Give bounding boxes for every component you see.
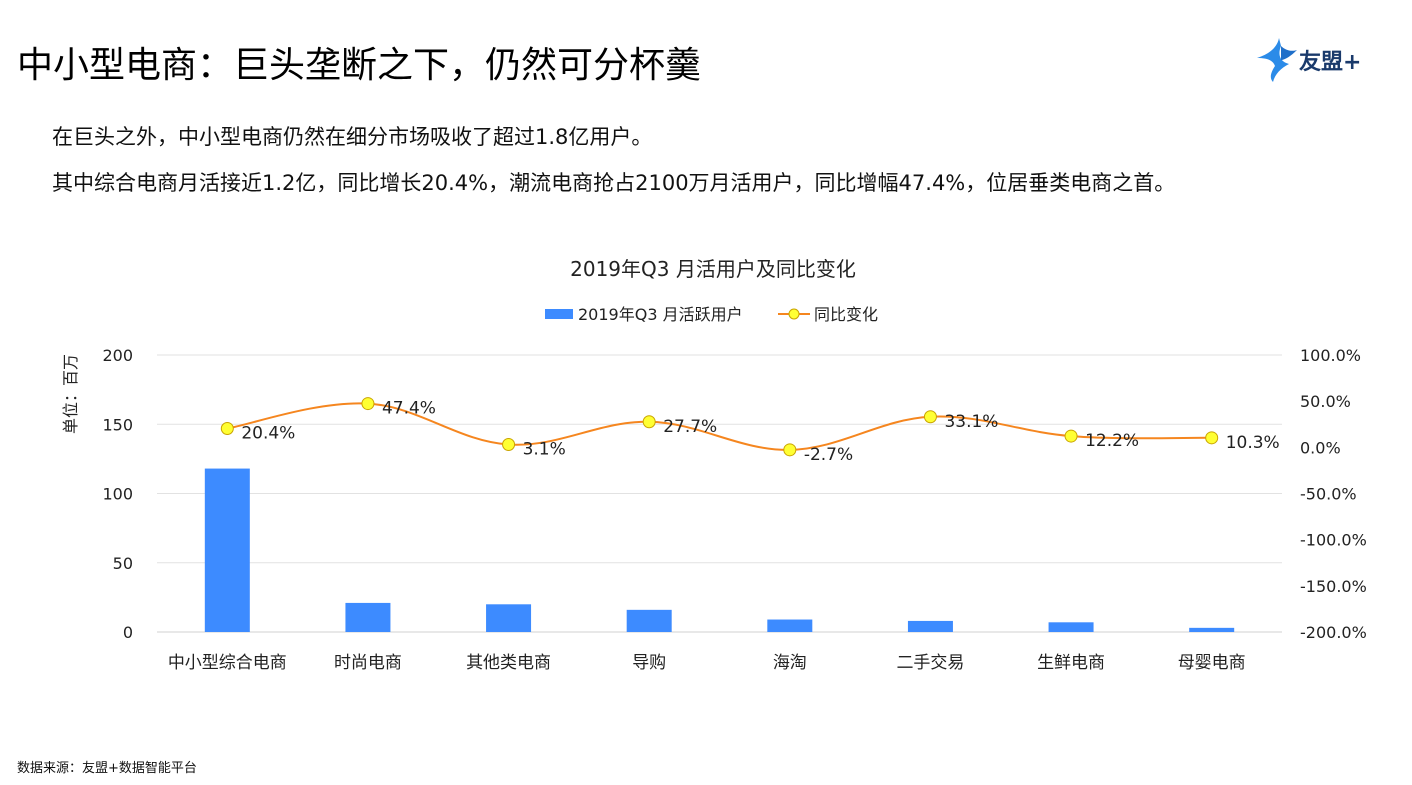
x-tick-label: 海淘 xyxy=(773,653,807,673)
line-point xyxy=(502,437,516,451)
y2-tick-label: 50.0% xyxy=(1300,392,1351,411)
bar xyxy=(626,609,672,632)
data-label: 12.2% xyxy=(1085,431,1139,451)
y2-tick-label: 100.0% xyxy=(1300,346,1361,365)
umeng-logo: 友盟+ xyxy=(1255,36,1385,84)
y2-tick-label: -50.0% xyxy=(1300,485,1357,504)
bar xyxy=(907,620,953,632)
bar xyxy=(1189,627,1235,632)
x-tick-label: 母婴电商 xyxy=(1178,653,1246,673)
bar xyxy=(767,619,813,632)
x-tick-label: 中小型综合电商 xyxy=(168,653,287,673)
line-point xyxy=(783,443,797,457)
y-tick-label: 0 xyxy=(123,623,133,642)
bars xyxy=(204,468,1235,632)
line-point xyxy=(1205,431,1219,445)
data-label: 3.1% xyxy=(523,439,566,459)
y-tick-label: 50 xyxy=(113,554,133,573)
line-point xyxy=(1064,429,1078,443)
gridlines xyxy=(157,354,1282,633)
bar xyxy=(204,468,250,632)
data-label: 47.4% xyxy=(382,399,436,419)
y-tick-label: 100 xyxy=(102,485,133,504)
bar xyxy=(1048,622,1094,632)
legend-bar-label: 2019年Q3 月活跃用户 xyxy=(578,305,743,324)
logo-text: 友盟+ xyxy=(1299,50,1362,75)
description-line-1: 在巨头之外，中小型电商仍然在细分市场吸收了超过1.8亿用户。 xyxy=(52,125,653,149)
y-axis-label: 单位：百万 xyxy=(61,354,80,434)
data-label: 20.4% xyxy=(241,423,295,443)
y2-axis-ticks: -200.0% -150.0% -100.0% -50.0% 0.0% 50.0% 100.… xyxy=(1300,346,1367,642)
line-point xyxy=(923,410,937,424)
bar xyxy=(486,604,532,632)
description-line-2: 其中综合电商月活接近1.2亿，同比增长20.4%，潮流电商抢占2100万月活用户… xyxy=(52,171,1176,195)
x-tick-label: 导购 xyxy=(632,653,666,673)
x-tick-label: 生鲜电商 xyxy=(1037,653,1105,673)
y-axis-ticks: 0 50 100 150 200 xyxy=(102,346,133,642)
legend-line-label: 同比变化 xyxy=(814,305,878,324)
line-point xyxy=(642,415,656,429)
x-tick-label: 时尚电商 xyxy=(334,653,402,673)
x-tick-label: 其他类电商 xyxy=(466,653,551,673)
x-tick-label: 二手交易 xyxy=(896,653,964,673)
legend: 2019年Q3 月活跃用户 同比变化 xyxy=(545,305,878,324)
x-axis-labels: 中小型综合电商 时尚电商 其他类电商 导购 海淘 二手交易 生鲜电商 母婴电商 xyxy=(168,653,1246,673)
yoy-line xyxy=(227,402,1212,451)
y2-tick-label: -200.0% xyxy=(1300,623,1367,642)
y2-tick-label: -150.0% xyxy=(1300,577,1367,596)
data-label: 27.7% xyxy=(663,417,717,437)
y2-tick-label: -100.0% xyxy=(1300,531,1367,550)
bird-logo-icon xyxy=(1257,38,1297,82)
data-label: 33.1% xyxy=(944,412,998,432)
legend-line-marker xyxy=(788,308,800,320)
chart-title: 2019年Q3 月活用户及同比变化 xyxy=(570,257,856,281)
page-title: 中小型电商：巨头垄断之下，仍然可分杯羹 xyxy=(17,45,702,86)
y2-tick-label: 0.0% xyxy=(1300,438,1341,457)
line-point xyxy=(361,397,375,411)
y-tick-label: 150 xyxy=(102,415,133,434)
data-label: -2.7% xyxy=(804,445,853,465)
data-source: 数据来源：友盟+数据智能平台 xyxy=(17,761,197,776)
legend-bar-swatch xyxy=(545,309,573,319)
y-tick-label: 200 xyxy=(102,346,133,365)
data-label: 10.3% xyxy=(1226,433,1280,453)
line-point xyxy=(220,421,234,435)
line-points: 20.4% 47.4% 3.1% 27.7% -2.7% 33.1% 12.2% 10.3% xyxy=(220,397,1280,465)
bar xyxy=(345,602,391,632)
